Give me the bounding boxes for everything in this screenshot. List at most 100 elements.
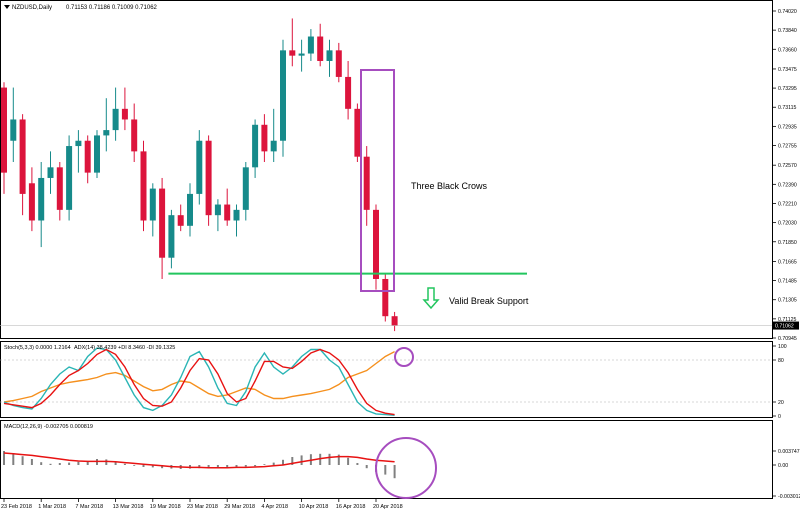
candle-body xyxy=(168,215,175,258)
candle-body xyxy=(205,140,212,216)
price-tick-label: 0.73475 xyxy=(778,67,797,73)
macd-tick-label: 0.00 xyxy=(778,463,788,469)
candle-body xyxy=(121,108,128,120)
candle xyxy=(56,162,63,221)
price-tick-label: 0.74020 xyxy=(778,9,797,15)
candle xyxy=(66,135,73,221)
candle xyxy=(94,130,100,178)
candle-body xyxy=(187,193,193,226)
candle xyxy=(270,108,277,163)
candle-body xyxy=(261,124,268,152)
candle-body xyxy=(149,188,156,221)
candle xyxy=(205,135,212,226)
stochastic-layer xyxy=(0,347,772,416)
candle-body xyxy=(38,177,45,221)
time-tick-label: 20 Apr 2018 xyxy=(373,504,403,510)
price-tick-label: 0.71850 xyxy=(778,240,797,246)
time-tick-label: 1 Mar 2018 xyxy=(38,504,66,510)
candle xyxy=(75,130,82,173)
candle xyxy=(242,162,249,221)
time-tick-label: 16 Apr 2018 xyxy=(336,504,366,510)
symbol-title: NZDUSD,Daily xyxy=(12,5,52,11)
adx-label: ADX(14) 38.4239 +DI 8.3460 -DI 39.1325 xyxy=(74,345,175,351)
candle-body xyxy=(335,50,342,77)
candle-body xyxy=(103,130,110,136)
candle-body xyxy=(159,188,166,258)
stoch-signal-line xyxy=(3,348,395,416)
candle xyxy=(261,114,268,163)
candle xyxy=(289,18,296,67)
candle-body xyxy=(289,50,296,56)
candles-layer xyxy=(0,18,772,332)
candle xyxy=(391,311,398,332)
candle-body xyxy=(242,167,249,210)
price-tick-label: 0.72390 xyxy=(778,182,797,188)
candle xyxy=(307,29,314,61)
candle-body xyxy=(363,156,370,210)
candle xyxy=(140,140,147,232)
current-price-box xyxy=(773,321,799,330)
candle xyxy=(159,177,166,279)
candle-body xyxy=(214,204,221,216)
candle-body xyxy=(224,204,231,221)
price-tick-label: 0.72755 xyxy=(778,144,797,150)
candle xyxy=(298,39,305,72)
candle xyxy=(280,39,286,157)
candle-body xyxy=(94,135,100,173)
candle-body xyxy=(373,209,379,279)
price-tick-label: 0.73115 xyxy=(778,105,796,111)
stoch-pane-frame xyxy=(0,341,773,418)
candle-body xyxy=(317,36,324,61)
pattern-highlight-box xyxy=(360,69,395,292)
candle-body xyxy=(84,140,91,173)
candle-body xyxy=(66,146,73,210)
candle xyxy=(84,135,91,184)
candle-body xyxy=(75,140,82,147)
candle-body xyxy=(270,140,277,152)
candle xyxy=(47,151,54,194)
candle-body xyxy=(382,278,389,317)
candle-body xyxy=(298,53,305,56)
axes-layer: 0.74020 0.73840 0.73660 0.73475 0.73295 0.731… xyxy=(1,9,800,510)
candle xyxy=(326,39,333,77)
stoch-tick-label: 80 xyxy=(778,358,784,364)
candle xyxy=(382,273,389,322)
candle-body xyxy=(391,316,398,326)
price-tick-label: 0.72030 xyxy=(778,221,797,227)
candle xyxy=(149,183,156,237)
candle xyxy=(196,130,203,205)
candle-body xyxy=(56,167,63,210)
candle-body xyxy=(112,108,119,131)
stoch-highlight-circle xyxy=(394,347,414,367)
candle xyxy=(28,167,35,232)
candle xyxy=(168,209,175,269)
macd-label: MACD(12,26,9) -0.002705 0.000819 xyxy=(4,424,93,430)
candle-body xyxy=(10,119,17,141)
candle xyxy=(112,87,119,141)
price-tick-label: 0.70945 xyxy=(778,336,797,342)
candle xyxy=(363,146,370,226)
candle xyxy=(19,114,26,216)
candle xyxy=(345,60,352,120)
dropdown-arrow-icon[interactable] xyxy=(4,5,10,9)
three-black-crows-label: Three Black Crows xyxy=(411,181,488,191)
time-tick-label: 7 Mar 2018 xyxy=(75,504,103,510)
time-tick-label: 23 Mar 2018 xyxy=(187,504,218,510)
macd-tick-label: -0.003012 xyxy=(778,494,800,500)
time-tick-label: 10 Apr 2018 xyxy=(299,504,329,510)
candle xyxy=(1,82,7,194)
candle-body xyxy=(19,119,26,194)
price-tick-label: 0.71485 xyxy=(778,279,797,285)
candle-body xyxy=(307,36,314,54)
candle xyxy=(131,103,138,163)
price-tick-label: 0.72935 xyxy=(778,124,797,130)
candle xyxy=(121,87,128,131)
candle-body xyxy=(233,209,240,221)
candle-body xyxy=(354,108,361,157)
candle xyxy=(224,188,231,226)
stoch-tick-label: 0 xyxy=(778,414,781,420)
time-tick-label: 13 Mar 2018 xyxy=(113,504,144,510)
candle-body xyxy=(252,124,259,168)
ohlc-readout: 0.71153 0.71186 0.71009 0.71062 xyxy=(66,5,158,11)
